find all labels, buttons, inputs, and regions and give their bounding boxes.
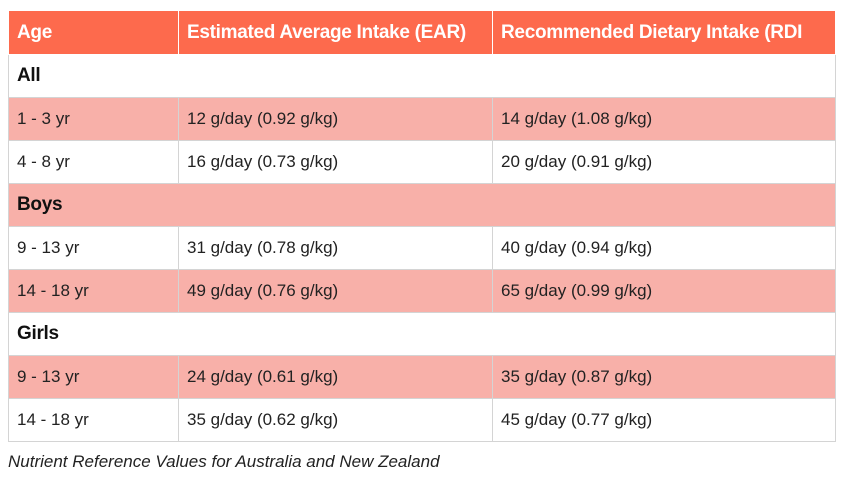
rdi-cell: 35 g/day (0.87 g/kg): [492, 355, 836, 399]
table-row: 14 - 18 yr 49 g/day (0.76 g/kg) 65 g/day…: [8, 269, 836, 313]
ear-cell: 16 g/day (0.73 g/kg): [178, 140, 493, 184]
table-row: 9 - 13 yr 24 g/day (0.61 g/kg) 35 g/day …: [8, 355, 836, 399]
rdi-cell: 20 g/day (0.91 g/kg): [492, 140, 836, 184]
group-label: Boys: [8, 183, 836, 227]
rdi-cell: 40 g/day (0.94 g/kg): [492, 226, 836, 270]
header-age: Age: [8, 10, 179, 55]
ear-cell: 49 g/day (0.76 g/kg): [178, 269, 493, 313]
age-cell: 14 - 18 yr: [8, 269, 179, 313]
header-row: Age Estimated Average Intake (EAR) Recom…: [8, 10, 836, 55]
ear-cell: 31 g/day (0.78 g/kg): [178, 226, 493, 270]
rdi-cell: 14 g/day (1.08 g/kg): [492, 97, 836, 141]
ear-cell: 35 g/day (0.62 g/kg): [178, 398, 493, 442]
group-row-boys: Boys: [8, 183, 836, 227]
source-caption: Nutrient Reference Values for Australia …: [8, 452, 440, 471]
table-row: 4 - 8 yr 16 g/day (0.73 g/kg) 20 g/day (…: [8, 140, 836, 184]
table-row: 9 - 13 yr 31 g/day (0.78 g/kg) 40 g/day …: [8, 226, 836, 270]
age-cell: 9 - 13 yr: [8, 355, 179, 399]
group-label: All: [8, 54, 836, 98]
header-rdi: Recommended Dietary Intake (RDI: [492, 10, 836, 55]
group-row-all: All: [8, 54, 836, 98]
group-label: Girls: [8, 312, 836, 356]
table-row: 14 - 18 yr 35 g/day (0.62 g/kg) 45 g/day…: [8, 398, 836, 442]
rdi-cell: 65 g/day (0.99 g/kg): [492, 269, 836, 313]
ear-cell: 24 g/day (0.61 g/kg): [178, 355, 493, 399]
age-cell: 14 - 18 yr: [8, 398, 179, 442]
table-header: Age Estimated Average Intake (EAR) Recom…: [8, 10, 836, 55]
age-cell: 1 - 3 yr: [8, 97, 179, 141]
ear-cell: 12 g/day (0.92 g/kg): [178, 97, 493, 141]
header-ear: Estimated Average Intake (EAR): [178, 10, 493, 55]
protein-intake-table: Age Estimated Average Intake (EAR) Recom…: [8, 10, 836, 442]
age-cell: 4 - 8 yr: [8, 140, 179, 184]
group-row-girls: Girls: [8, 312, 836, 356]
rdi-cell: 45 g/day (0.77 g/kg): [492, 398, 836, 442]
table-row: 1 - 3 yr 12 g/day (0.92 g/kg) 14 g/day (…: [8, 97, 836, 141]
age-cell: 9 - 13 yr: [8, 226, 179, 270]
table-body: All 1 - 3 yr 12 g/day (0.92 g/kg) 14 g/d…: [8, 54, 836, 442]
